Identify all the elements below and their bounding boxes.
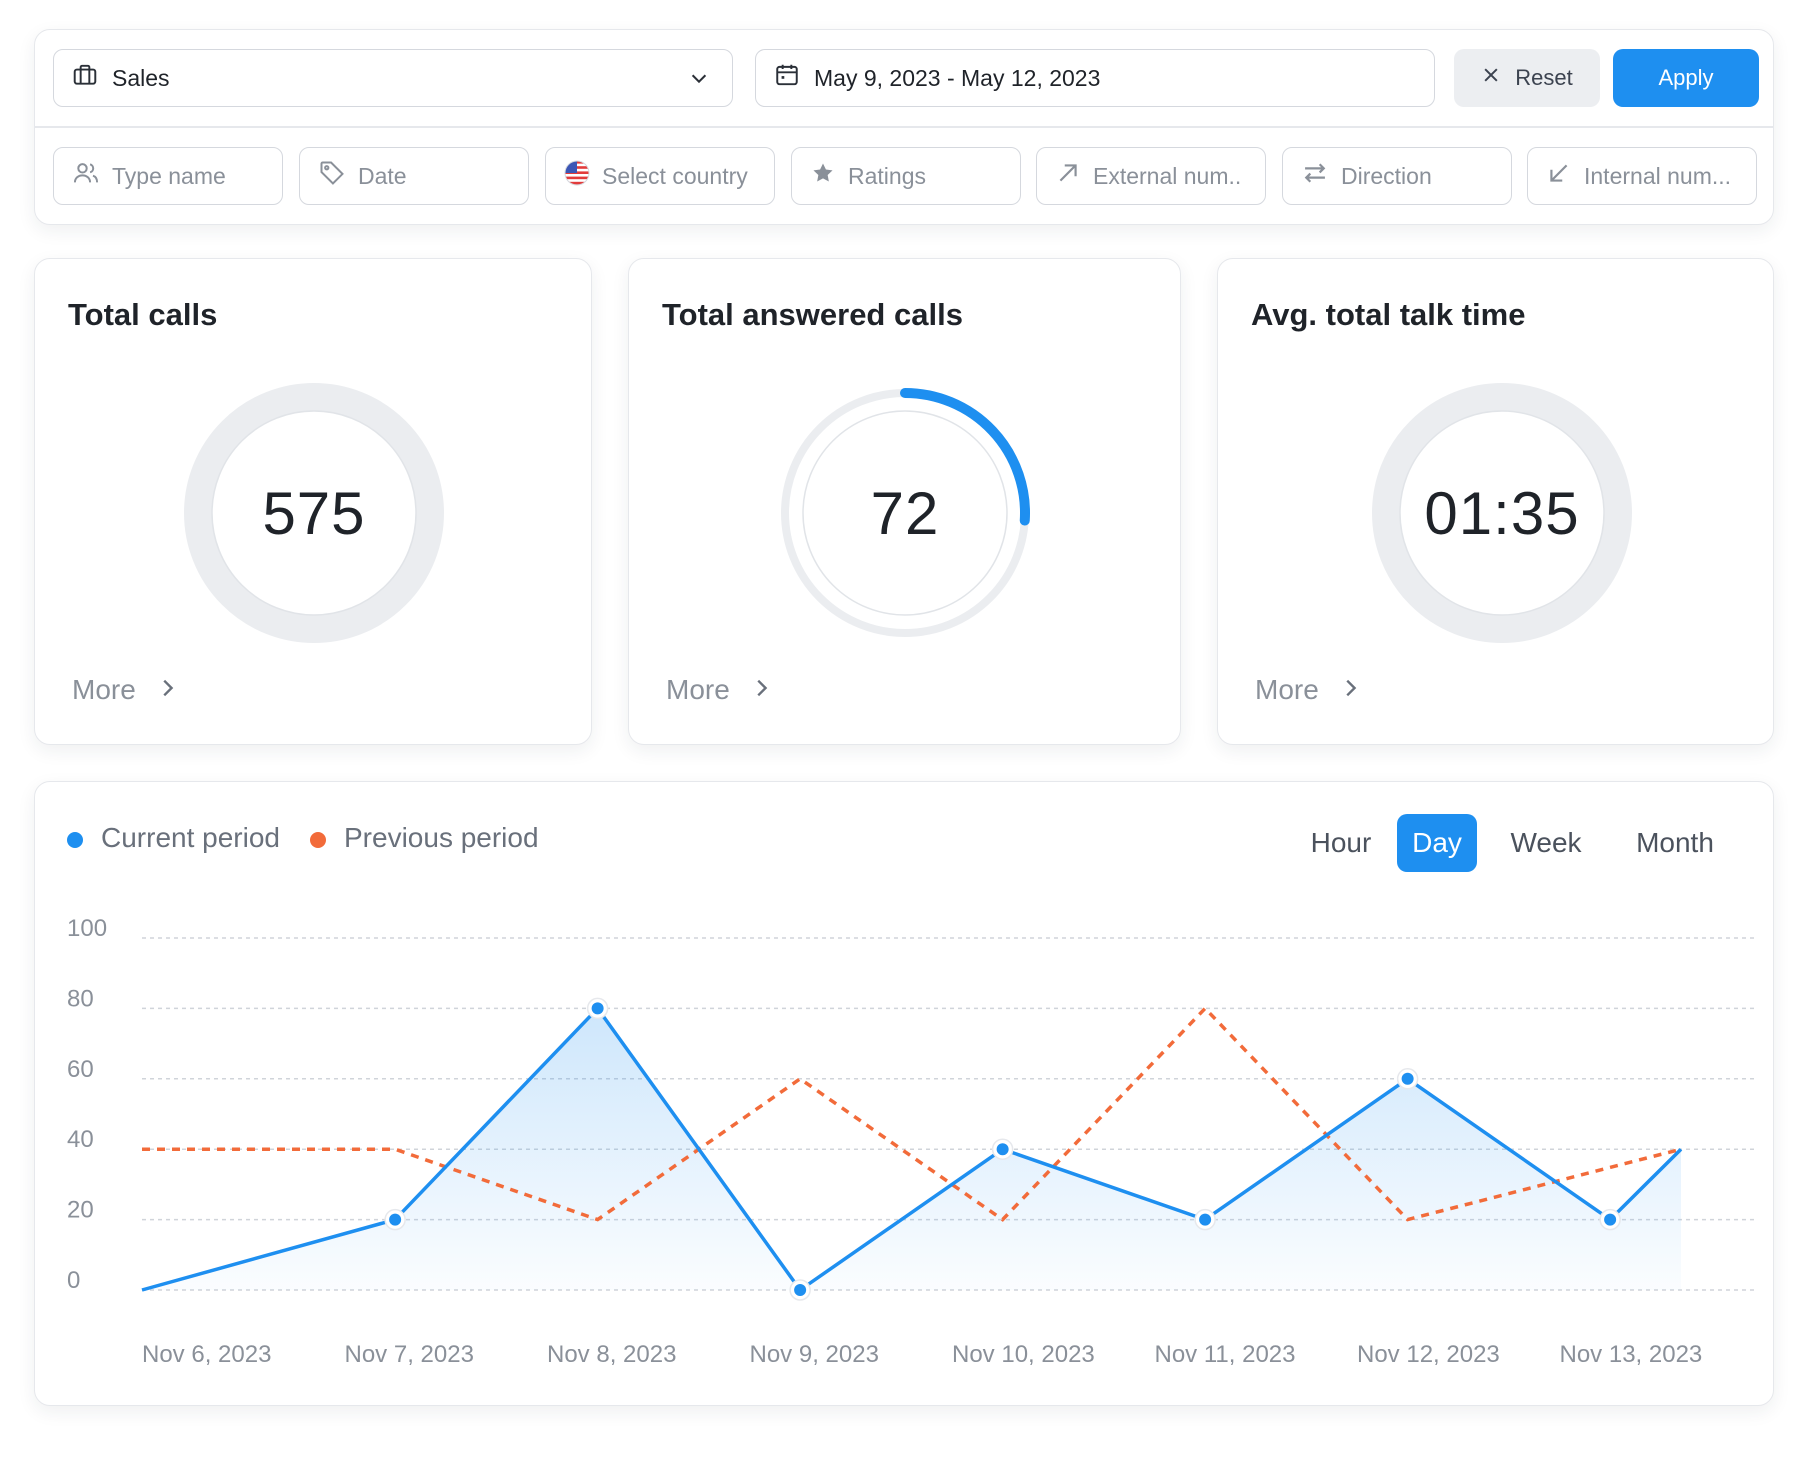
direction-placeholder: Direction — [1341, 162, 1432, 189]
y-tick-label: 80 — [67, 985, 94, 1012]
x-tick-label: Nov 11, 2023 — [1155, 1341, 1296, 1368]
legend-previous-period: Previous period — [310, 822, 539, 854]
x-tick-label: Nov 10, 2023 — [952, 1341, 1095, 1368]
total-calls-card: Total calls 575 More — [34, 258, 592, 745]
total-calls-more-link[interactable]: More — [72, 674, 178, 706]
total-calls-gauge: 575 — [182, 381, 446, 645]
granularity-month[interactable]: Month — [1636, 827, 1714, 858]
date-filter[interactable]: Date — [299, 147, 529, 205]
line-chart: 0 20 40 60 80 100 Nov 6, 2023 Nov 7, 2023 Nov 8,… — [67, 915, 1757, 1368]
department-select[interactable]: Sales — [53, 49, 733, 107]
panel-divider — [35, 126, 1773, 128]
current-period-dot — [67, 832, 83, 848]
arrow-up-right-icon — [1055, 160, 1081, 192]
chevron-right-icon — [1319, 674, 1361, 706]
avg-talk-time-card: Avg. total talk time 01:35 More — [1217, 258, 1774, 745]
direction-filter[interactable]: Direction — [1282, 147, 1512, 205]
y-tick-label: 100 — [67, 915, 107, 942]
y-tick-label: 0 — [67, 1267, 80, 1294]
calls-chart-card: Current period Previous period Hour Day … — [34, 781, 1774, 1406]
x-tick-label: Nov 12, 2023 — [1357, 1341, 1500, 1368]
reset-label: Reset — [1515, 65, 1573, 90]
more-label: More — [666, 674, 730, 705]
total-answered-calls-more-link[interactable]: More — [666, 674, 772, 706]
data-point — [1199, 1213, 1212, 1226]
total-answered-calls-title: Total answered calls — [662, 297, 963, 332]
chevron-right-icon — [730, 674, 772, 706]
x-tick-label: Nov 9, 2023 — [750, 1341, 879, 1368]
data-point — [794, 1284, 807, 1296]
x-tick-label: Nov 7, 2023 — [345, 1341, 474, 1368]
more-label: More — [1255, 674, 1319, 705]
y-tick-label: 40 — [67, 1126, 94, 1153]
external-number-filter[interactable]: External num.. — [1036, 147, 1266, 205]
legend-label: Previous period — [344, 822, 539, 853]
country-filter[interactable]: Select country — [545, 147, 775, 205]
external-number-placeholder: External num.. — [1093, 162, 1242, 189]
total-answered-calls-gauge: 72 — [773, 381, 1037, 645]
chevron-right-icon — [136, 674, 178, 706]
data-point — [996, 1143, 1009, 1156]
data-point — [1401, 1072, 1414, 1085]
current-period-area — [142, 1008, 1681, 1290]
progress-arc — [900, 388, 1030, 526]
granularity-week[interactable]: Week — [1510, 827, 1582, 858]
avg-talk-time-value: 01:35 — [1424, 479, 1580, 547]
tag-icon — [318, 159, 346, 193]
date-placeholder: Date — [358, 162, 407, 189]
apply-button[interactable]: Apply — [1613, 49, 1759, 107]
type-name-placeholder: Type name — [112, 162, 226, 189]
x-tick-label: Nov 6, 2023 — [142, 1341, 271, 1368]
more-label: More — [72, 674, 136, 705]
arrow-down-left-icon — [1546, 160, 1572, 192]
granularity-hour[interactable]: Hour — [1310, 827, 1372, 858]
department-value: Sales — [112, 64, 170, 91]
avg-talk-time-title: Avg. total talk time — [1251, 297, 1526, 332]
chevron-down-icon[interactable] — [688, 67, 710, 95]
total-answered-calls-card: Total answered calls 72 More — [628, 258, 1181, 745]
internal-number-filter[interactable]: Internal num... — [1527, 147, 1757, 205]
data-point — [1604, 1213, 1617, 1226]
ratings-placeholder: Ratings — [848, 162, 926, 189]
total-calls-value: 575 — [262, 479, 366, 547]
filter-panel: Sales May 9, 2023 - May 12, 2023 Reset A… — [34, 29, 1774, 225]
legend-label: Current period — [101, 822, 280, 853]
close-icon — [1481, 65, 1501, 91]
date-range-field[interactable]: May 9, 2023 - May 12, 2023 — [755, 49, 1435, 107]
y-tick-label: 20 — [67, 1197, 94, 1224]
type-name-filter[interactable]: Type name — [53, 147, 283, 205]
data-point — [591, 1002, 604, 1015]
internal-number-placeholder: Internal num... — [1584, 162, 1732, 189]
date-range-value: May 9, 2023 - May 12, 2023 — [814, 64, 1101, 91]
calendar-icon — [774, 62, 800, 94]
ratings-filter[interactable]: Ratings — [791, 147, 1021, 205]
data-point — [389, 1213, 402, 1226]
total-answered-calls-value: 72 — [870, 479, 940, 547]
x-tick-label: Nov 8, 2023 — [547, 1341, 676, 1368]
briefcase-icon — [72, 62, 98, 94]
y-tick-label: 60 — [67, 1056, 94, 1083]
granularity-day[interactable]: Day — [1397, 814, 1477, 872]
swap-arrows-icon — [1301, 159, 1329, 193]
star-icon — [810, 160, 836, 192]
country-placeholder: Select country — [602, 162, 748, 189]
previous-period-line — [142, 1005, 1682, 1222]
total-calls-title: Total calls — [68, 297, 218, 332]
avg-talk-time-gauge: 01:35 — [1370, 381, 1634, 645]
legend-current-period: Current period — [67, 822, 280, 854]
previous-period-dot — [310, 832, 326, 848]
users-icon — [72, 159, 100, 193]
avg-talk-time-more-link[interactable]: More — [1255, 674, 1361, 706]
x-tick-label: Nov 13, 2023 — [1560, 1341, 1703, 1368]
reset-button[interactable]: Reset — [1454, 49, 1600, 107]
us-flag-icon — [564, 160, 590, 192]
